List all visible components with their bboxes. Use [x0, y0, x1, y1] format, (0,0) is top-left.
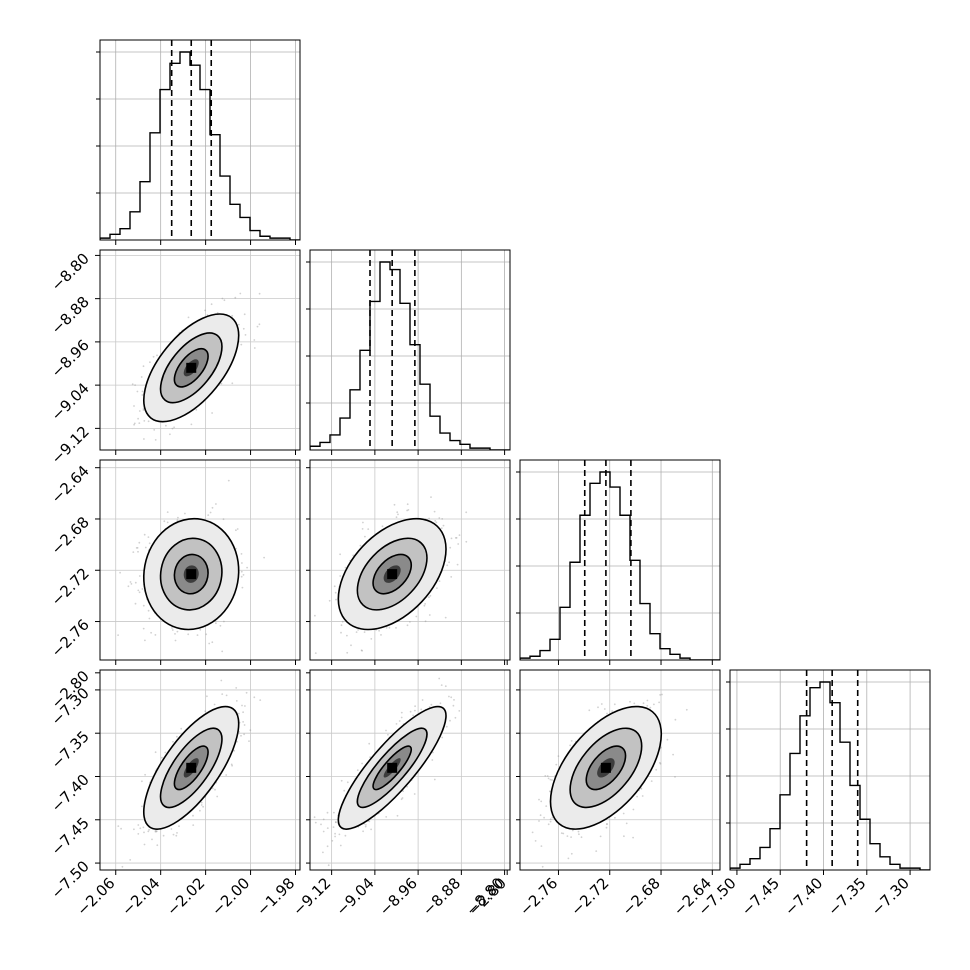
panel-2-1: −9.12−9.04−8.96−8.88−8.80 — [48, 249, 301, 468]
panel-frame — [309, 249, 511, 451]
panel-4-4: −7.50−7.45−7.40−7.35−7.30 — [695, 669, 931, 919]
panel-frame — [99, 669, 301, 871]
panel-3-3 — [506, 459, 721, 665]
x-tick-label: −7.40 — [781, 874, 826, 919]
y-tick-label: −9.04 — [48, 379, 93, 424]
x-tick-label: −7.45 — [738, 874, 783, 919]
x-tick-label: −2.04 — [118, 874, 163, 919]
density-peak — [600, 762, 611, 773]
panel-content — [100, 40, 300, 240]
panel-1-1 — [96, 39, 301, 245]
y-tick-label: −8.88 — [48, 293, 93, 338]
histogram-step — [730, 681, 930, 870]
panel-4-2: −9.12−9.04−8.96−8.88−8.80 — [289, 669, 511, 919]
panel-frame — [309, 669, 511, 871]
panel-4-3: −2.80 −2.76 −2.72 −2.68 −2.64 — [465, 669, 721, 919]
panel-content — [100, 460, 300, 660]
density-peak — [387, 569, 398, 580]
panel-frame — [309, 459, 511, 661]
panel-frame — [729, 669, 931, 871]
x-tick-label: −9.12 — [289, 874, 334, 919]
histogram-step — [310, 261, 510, 450]
panel-content — [730, 670, 930, 870]
panel-2-2 — [306, 249, 511, 455]
panel-3-2 — [306, 459, 511, 674]
x-tick-label: −2.76 — [516, 874, 561, 919]
x-tick-label: −2.68 — [619, 874, 664, 919]
panel-content — [310, 670, 510, 870]
density-peak — [186, 362, 197, 373]
x-tick-label: −2.02 — [163, 874, 208, 919]
y-tick-label: −7.45 — [48, 814, 93, 859]
x-tick-label: −7.35 — [824, 874, 869, 919]
x-tick-label: −9.04 — [332, 874, 377, 919]
density-peak — [186, 569, 197, 580]
x-tick-label: −8.88 — [419, 874, 464, 919]
panel-content — [520, 460, 720, 660]
y-tick-label: −8.80 — [48, 250, 93, 295]
panel-frame — [519, 669, 721, 871]
panel-frame — [99, 249, 301, 451]
y-tick-label: −2.68 — [48, 513, 93, 558]
panel-3-1: −2.80−2.76−2.72−2.68−2.64 — [48, 459, 301, 712]
x-tick-label: −1.98 — [253, 874, 298, 919]
histogram-step — [520, 471, 720, 660]
panel-frame — [519, 459, 721, 661]
y-tick-label: −2.76 — [48, 616, 93, 661]
panel-content — [100, 250, 300, 450]
y-tick-label: −9.12 — [48, 422, 93, 467]
y-tick-label: −7.35 — [48, 727, 93, 772]
y-tick-label: −2.64 — [48, 462, 93, 507]
y-tick-label: −2.72 — [48, 564, 93, 609]
density-peak — [387, 762, 398, 773]
x-tick-label: −8.96 — [376, 874, 421, 919]
x-tick-label: −2.72 — [567, 874, 612, 919]
y-tick-label: −7.40 — [48, 771, 93, 816]
panel-frame — [99, 39, 301, 241]
panel-content — [520, 670, 720, 870]
histogram-step — [100, 51, 300, 240]
x-tick-label: −7.30 — [868, 874, 913, 919]
x-tick-label: −2.00 — [208, 874, 253, 919]
density-peak — [186, 762, 197, 773]
panel-content — [100, 670, 300, 870]
y-tick-label: −8.96 — [48, 336, 93, 381]
panel-content — [310, 250, 510, 450]
panel-content — [310, 460, 510, 660]
panel-frame — [99, 459, 301, 661]
